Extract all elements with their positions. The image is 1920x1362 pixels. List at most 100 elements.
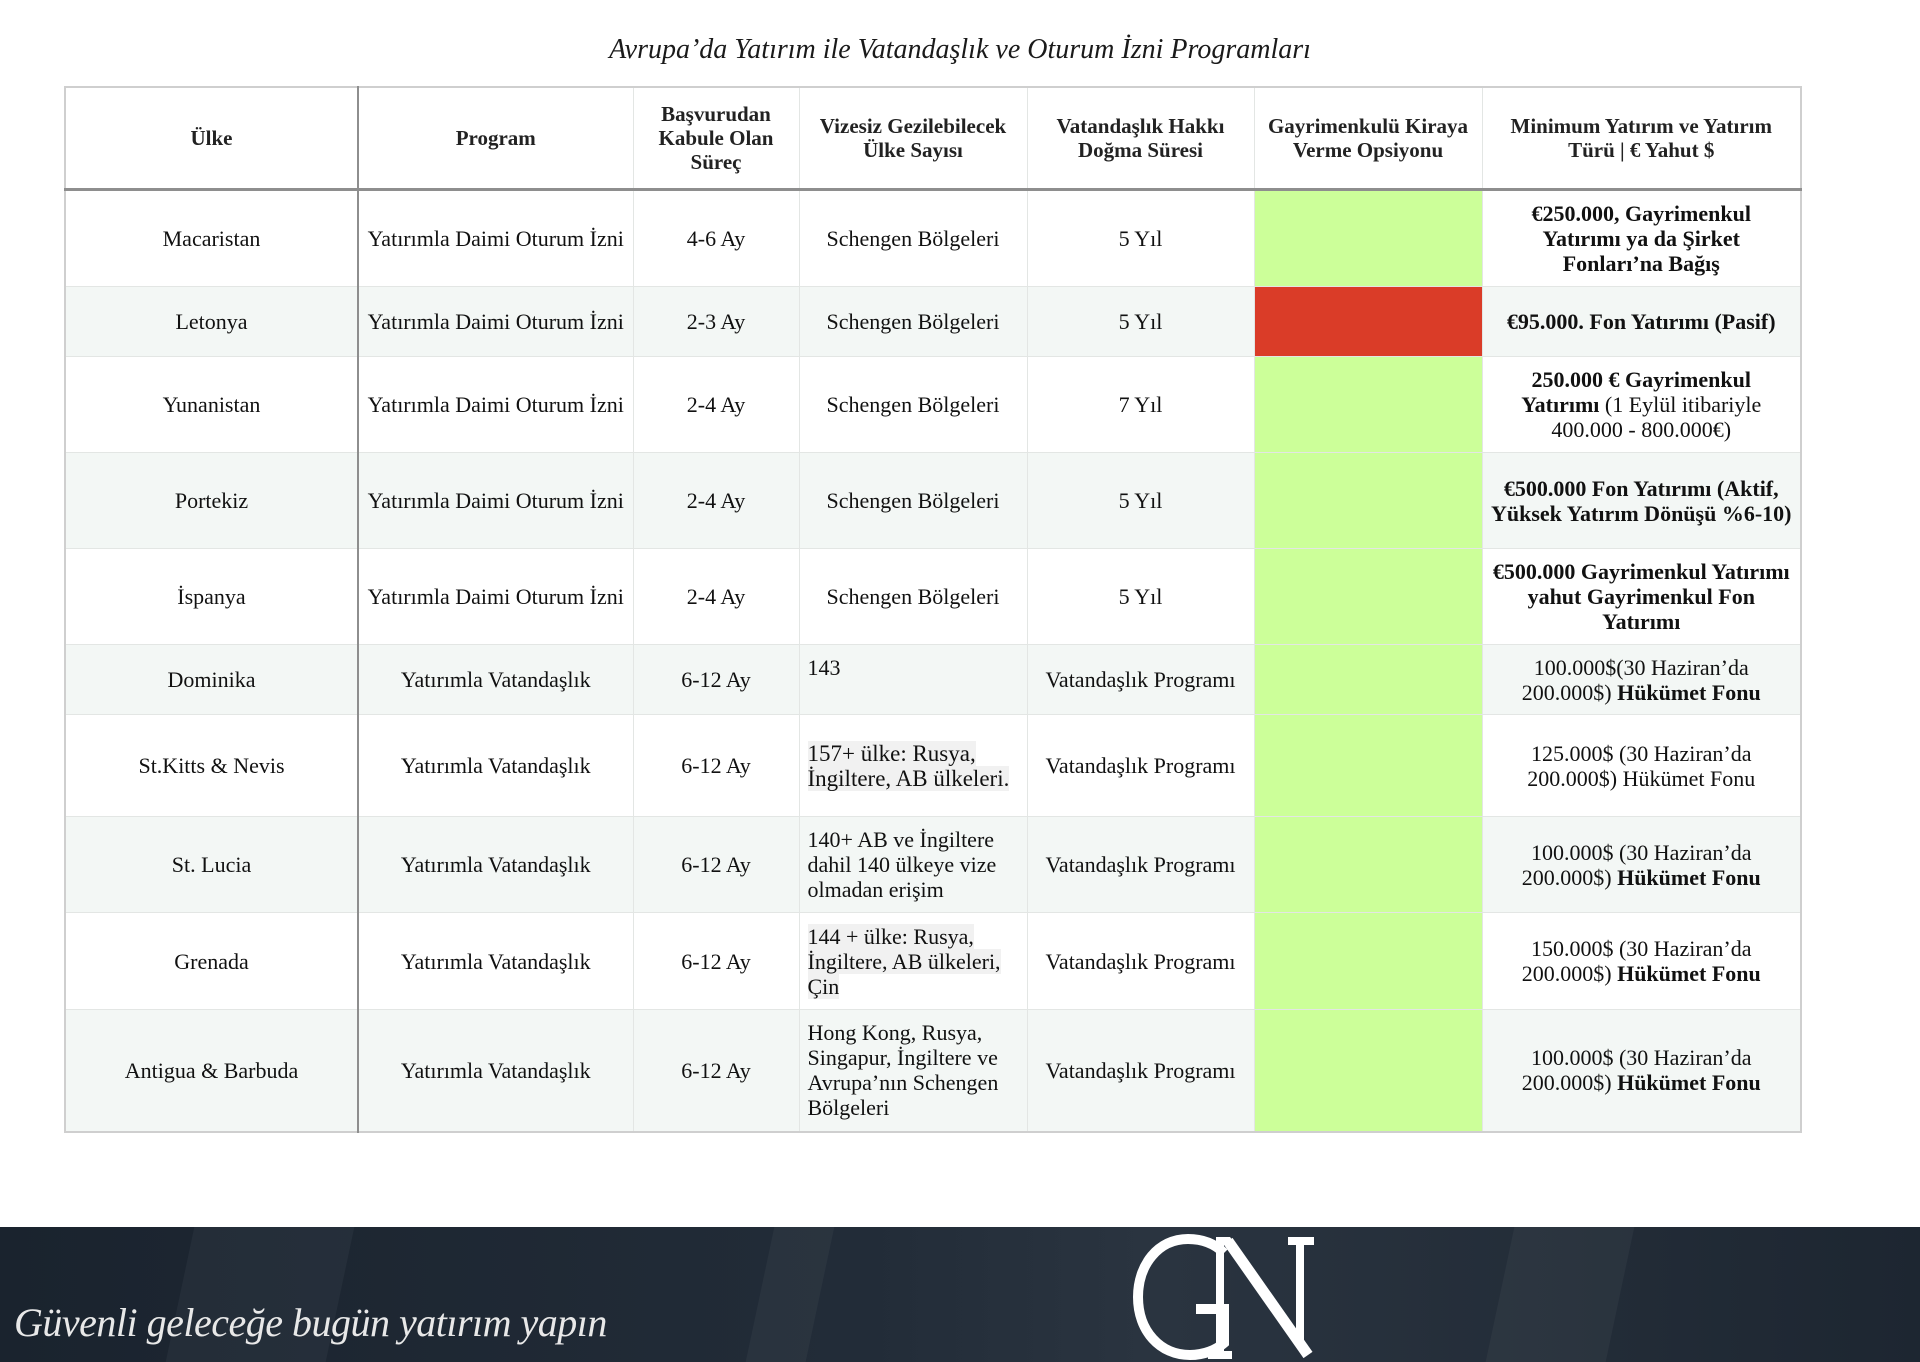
investment-bold-text: Hükümet Fonu [1617,679,1761,705]
cell-process: 6-12 Ay [632,714,800,817]
cell-min-investment: €250.000, Gayrimenkul Yatırımı ya da Şir… [1481,189,1802,287]
cell-country: Grenada [64,912,359,1010]
cell-process: 4-6 Ay [632,189,800,287]
cell-rental-option [1253,912,1483,1010]
footer-decor-stripe [745,1227,835,1362]
investment-text: 150.000$ (30 Haziran’da 200.000$) [1521,936,1752,986]
cell-visa-free: Schengen Bölgeleri [798,548,1028,645]
investment-text: 125.000$ (30 Haziran’da 200.000$) Hüküme… [1527,740,1756,791]
programs-table: Ülke Program Başvurudan Kabule Olan Süre… [64,86,1802,1133]
cell-citizenship-time: 5 Yıl [1026,189,1255,287]
cell-program: Yatırımla Vatandaşlık [357,1009,634,1132]
table-row: Dominika Yatırımla Vatandaşlık 6-12 Ay 1… [64,644,1802,715]
cell-citizenship-time: Vatandaşlık Programı [1026,816,1255,913]
cell-rental-option [1253,286,1483,357]
gn-logo [1132,1233,1314,1361]
table-row: St.Kitts & Nevis Yatırımla Vatandaşlık 6… [64,714,1802,817]
cell-min-investment: 100.000$(30 Haziran’da 200.000$) Hükümet… [1481,644,1802,715]
cell-country: Dominika [64,644,359,715]
cell-program: Yatırımla Vatandaşlık [357,816,634,913]
cell-visa-free: Hong Kong, Rusya, Singapur, İngiltere ve… [798,1009,1028,1132]
investment-bold-text: €95.000. Fon Yatırımı (Pasif) [1506,309,1776,334]
cell-process: 6-12 Ay [632,1009,800,1132]
table-row: Yunanistan Yatırımla Daimi Oturum İzni 2… [64,356,1802,453]
investment-text: (1 Eylül itibariyle 400.000 - 800.000€) [1551,392,1762,442]
cell-process: 6-12 Ay [632,912,800,1010]
cell-program: Yatırımla Daimi Oturum İzni [357,286,634,357]
cell-country: Antigua & Barbuda [64,1009,359,1132]
investment-bold-text: Hükümet Fonu [1617,961,1761,986]
cell-program: Yatırımla Daimi Oturum İzni [357,548,634,645]
cell-min-investment: 100.000$ (30 Haziran’da 200.000$) Hüküme… [1481,816,1802,913]
investment-bold-text: €500.000 Fon Yatırımı (Aktif, Yüksek Yat… [1490,475,1792,526]
cell-process: 6-12 Ay [632,644,800,715]
cell-visa-free: Schengen Bölgeleri [798,356,1028,453]
footer-tagline: Güvenli geleceğe bugün yatırım yapın [14,1300,607,1345]
cell-process: 2-4 Ay [632,356,800,453]
cell-visa-free: Schengen Bölgeleri [798,286,1028,357]
header-min-investment: Minimum Yatırım ve Yatırım Türü | € Yahu… [1481,86,1802,191]
cell-citizenship-time: 5 Yıl [1026,548,1255,645]
investment-bold-text: €500.000 Gayrimenkul Yatırımı yahut Gayr… [1492,559,1790,634]
cell-program: Yatırımla Vatandaşlık [357,912,634,1010]
footer-decor-stripe [1485,1227,1635,1362]
cell-visa-free: 143 [798,644,1028,715]
cell-rental-option [1253,452,1483,549]
investment-text: 100.000$(30 Haziran’da 200.000$) [1521,654,1749,705]
page-title: Avrupa’da Yatırım ile Vatandaşlık ve Otu… [609,34,1311,65]
cell-country: St.Kitts & Nevis [64,714,359,817]
programs-table-wrapper: Ülke Program Başvurudan Kabule Olan Süre… [64,86,1802,1133]
cell-process: 2-4 Ay [632,548,800,645]
investment-bold-text: 250.000 € Gayrimenkul Yatırımı [1521,367,1751,417]
cell-citizenship-time: Vatandaşlık Programı [1026,912,1255,1010]
cell-min-investment: €500.000 Gayrimenkul Yatırımı yahut Gayr… [1481,548,1802,645]
cell-program: Yatırımla Vatandaşlık [357,714,634,817]
cell-rental-option [1253,644,1483,715]
cell-min-investment: 150.000$ (30 Haziran’da 200.000$) Hüküme… [1481,912,1802,1010]
cell-country: Yunanistan [64,356,359,453]
cell-rental-option [1253,816,1483,913]
table-row: St. Lucia Yatırımla Vatandaşlık 6-12 Ay … [64,816,1802,913]
cell-visa-free: 157+ ülke: Rusya, İngiltere, AB ülkeleri… [798,714,1028,817]
cell-min-investment: €95.000. Fon Yatırımı (Pasif) [1481,286,1802,357]
cell-program: Yatırımla Daimi Oturum İzni [357,356,634,453]
investment-text: 100.000$ (30 Haziran’da 200.000$) [1521,839,1752,890]
cell-country: Letonya [64,286,359,357]
cell-rental-option [1253,714,1483,817]
table-header-row: Ülke Program Başvurudan Kabule Olan Süre… [64,86,1802,191]
investment-text: 100.000$ (30 Haziran’da 200.000$) [1521,1045,1752,1096]
cell-min-investment: 125.000$ (30 Haziran’da 200.000$) Hüküme… [1481,714,1802,817]
header-process: Başvurudan Kabule Olan Süreç [632,86,800,191]
table-row: Antigua & Barbuda Yatırımla Vatandaşlık … [64,1009,1802,1132]
cell-citizenship-time: Vatandaşlık Programı [1026,1009,1255,1132]
cell-visa-free: 144 + ülke: Rusya, İngiltere, AB ülkeler… [798,912,1028,1010]
investment-bold-text: Hükümet Fonu [1617,1070,1761,1096]
cell-visa-free: 140+ AB ve İngiltere dahil 140 ülkeye vi… [798,816,1028,913]
cell-min-investment: €500.000 Fon Yatırımı (Aktif, Yüksek Yat… [1481,452,1802,549]
header-citizenship-time: Vatandaşlık Hakkı Doğma Süresi [1026,86,1255,191]
cell-citizenship-time: 7 Yıl [1026,356,1255,453]
cell-min-investment: 100.000$ (30 Haziran’da 200.000$) Hüküme… [1481,1009,1802,1132]
footer-banner: Güvenli geleceğe bugün yatırım yapın [0,1227,1920,1362]
cell-rental-option [1253,548,1483,645]
cell-visa-free: Schengen Bölgeleri [798,189,1028,287]
table-row: Portekiz Yatırımla Daimi Oturum İzni 2-4… [64,452,1802,549]
cell-country: Macaristan [64,189,359,287]
cell-citizenship-time: 5 Yıl [1026,286,1255,357]
investment-bold-text: €250.000, Gayrimenkul Yatırımı ya da Şir… [1531,201,1751,276]
cell-min-investment: 250.000 € Gayrimenkul Yatırımı (1 Eylül … [1481,356,1802,453]
table-row: Macaristan Yatırımla Daimi Oturum İzni 4… [64,189,1802,287]
table-row: İspanya Yatırımla Daimi Oturum İzni 2-4 … [64,548,1802,645]
table-row: Letonya Yatırımla Daimi Oturum İzni 2-3 … [64,286,1802,357]
cell-program: Yatırımla Daimi Oturum İzni [357,452,634,549]
cell-citizenship-time: Vatandaşlık Programı [1026,644,1255,715]
cell-citizenship-time: 5 Yıl [1026,452,1255,549]
cell-rental-option [1253,189,1483,287]
cell-rental-option [1253,356,1483,453]
cell-country: Portekiz [64,452,359,549]
cell-program: Yatırımla Daimi Oturum İzni [357,189,634,287]
cell-process: 6-12 Ay [632,816,800,913]
cell-process: 2-3 Ay [632,286,800,357]
cell-country: St. Lucia [64,816,359,913]
header-rental-option: Gayrimenkulü Kiraya Verme Opsiyonu [1253,86,1483,191]
